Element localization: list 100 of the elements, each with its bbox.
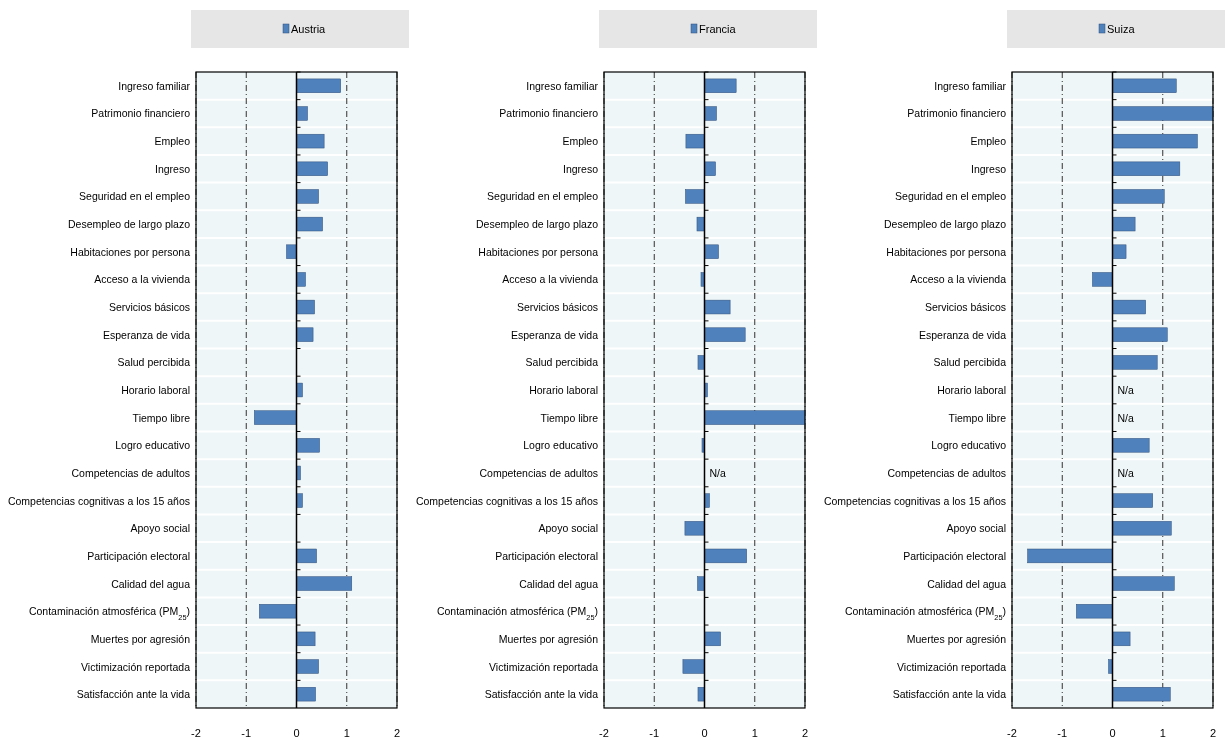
y-tick-label: Patrimonio financiero [499,107,599,120]
y-tick-label: Ingreso familiar [934,79,1007,92]
y-tick-label: Habitaciones por persona [70,245,191,258]
y-tick-label: Ingreso familiar [526,79,599,92]
legend-label: Francia [699,23,737,35]
bar [685,133,705,149]
bar [696,216,705,232]
bar [296,438,320,453]
y-tick-label: Seguridad en el empleo [895,190,1007,203]
bar [1112,299,1146,315]
x-tick-label: -2 [191,727,201,739]
y-tick-label: Apoyo social [130,522,190,535]
bar [296,327,314,342]
y-tick-label: Participación electoral [87,549,190,562]
y-tick-label: Calidad del agua [927,577,1007,590]
bar [1112,327,1168,342]
y-tick-label: Apoyo social [538,522,598,535]
bar [1108,659,1113,674]
y-tick-label: Tiempo libre [540,411,599,424]
bar [1112,161,1181,176]
y-tick-label: Calidad del agua [519,577,599,590]
bar [697,355,705,370]
bar [684,521,705,536]
bar [296,299,315,315]
y-tick-label: Habitaciones por persona [886,245,1007,258]
x-tick-label: -2 [1007,727,1017,739]
y-tick-label: Competencias cognitivas a los 15 años [823,494,1006,507]
x-tick-label: 2 [393,727,401,739]
bar [296,216,323,232]
y-tick-label: Desempleo de largo plazo [68,218,191,231]
bar [296,272,306,287]
y-tick-label: Victimización reportada [489,660,599,673]
bar [286,244,297,259]
bar [296,576,353,591]
bar [697,687,705,702]
bar [296,493,303,508]
bar [704,327,746,342]
y-tick-label: Participación electoral [903,549,1006,562]
x-tick-label: -2 [599,727,609,739]
y-tick-label: Seguridad en el empleo [79,190,191,203]
bar [296,189,319,204]
bar [1112,216,1136,232]
y-tick-label: Esperanza de vida [919,328,1007,341]
text: N/a [1117,411,1134,424]
bar [704,410,806,425]
y-tick-label: Seguridad en el empleo [487,190,599,203]
bar [1112,355,1158,370]
y-tick-label: Logro educativo [931,439,1007,452]
bar [254,410,297,425]
y-tick-label: Contaminación atmosférica (PM$_{25}$) [436,605,598,622]
y-tick-label: Logro educativo [523,439,599,452]
y-tick-label: Victimización reportada [897,660,1007,673]
y-tick-label: Muertes por agresión [906,632,1007,645]
y-tick-label: Ingreso [154,162,191,175]
x-tick-label: -1 [1057,727,1068,739]
bar [1112,631,1131,647]
y-tick-label: Participación electoral [495,549,598,562]
bar [296,659,319,674]
y-tick-label: Acceso a la vivienda [502,273,599,286]
y-tick-label: Victimización reportada [81,660,191,673]
bar [1112,438,1150,453]
y-tick-label: Ingreso [970,162,1007,175]
y-tick-label: Habitaciones por persona [478,245,599,258]
y-tick-label: Horario laboral [529,384,598,396]
bar [296,465,301,481]
y-tick-label: Ingreso [562,162,599,175]
y-tick-label: Competencias de adultos [887,466,1006,479]
y-tick-label: Calidad del agua [111,577,191,590]
y-tick-label: Muertes por agresión [90,632,191,645]
bar [296,382,303,398]
text: N/a [1117,384,1134,396]
y-tick-label: Horario laboral [937,384,1006,396]
bar [682,659,705,674]
y-tick-label: Competencias de adultos [479,466,598,479]
bar [700,272,705,287]
bar [296,106,308,121]
y-tick-label: Satisfacción ante la vida [892,688,1007,701]
bar [296,78,341,93]
bar [1092,272,1113,287]
y-tick-label: Desempleo de largo plazo [884,218,1007,231]
y-tick-label: Empleo [970,135,1007,148]
bar [704,244,719,259]
y-tick-label: Horario laboral [121,384,190,396]
x-tick-label: 2 [1209,727,1217,739]
bar [1112,78,1177,93]
bar [296,631,316,647]
y-tick-label: Satisfacción ante la vida [484,688,599,701]
x-tick-label: 2 [801,727,809,739]
x-tick-label: -1 [649,727,660,739]
bar [296,687,316,702]
y-tick-label: Empleo [562,135,599,148]
y-tick-label: Competencias cognitivas a los 15 años [7,494,190,507]
text: N/a [1117,466,1134,479]
y-tick-label: Patrimonio financiero [91,107,191,120]
y-tick-label: Tiempo libre [132,411,191,424]
bar [704,78,737,93]
bar [1112,133,1198,149]
bar [296,548,317,564]
bar [697,576,705,591]
x-tick-label: -1 [241,727,252,739]
